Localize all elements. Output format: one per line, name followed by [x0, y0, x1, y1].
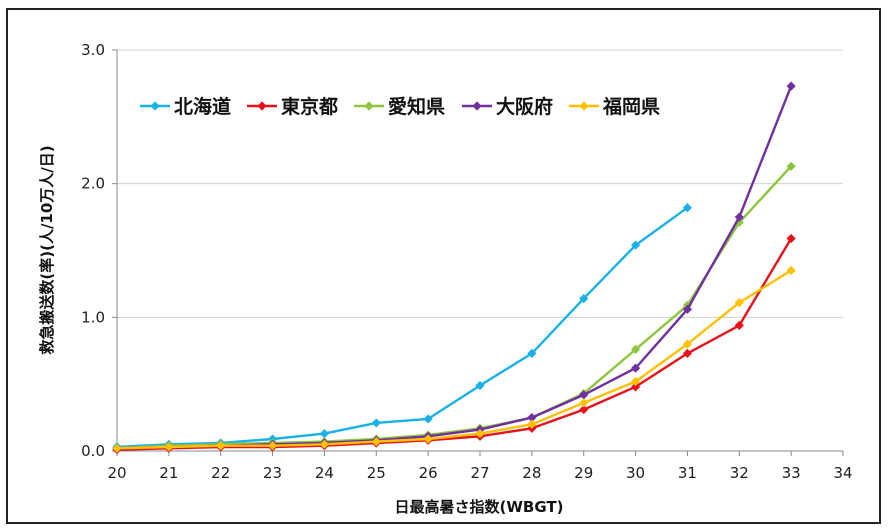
y-tick-labels: 0.0 1.0 2.0 3.0	[81, 41, 105, 460]
data-point	[682, 203, 693, 213]
y-tick-label: 1.0	[81, 308, 105, 326]
data-point	[786, 161, 796, 171]
data-point	[630, 240, 641, 250]
legend-label: 福岡県	[602, 95, 660, 118]
data-point	[319, 439, 330, 449]
x-tick-label: 22	[211, 464, 230, 482]
data-point	[371, 437, 381, 447]
legend: 北海道 東京都 愛知県 大阪府 福岡県	[140, 95, 660, 118]
series-line-2	[116, 165, 792, 450]
y-tick-label: 0.0	[81, 442, 105, 460]
data-point	[630, 382, 641, 392]
data-point	[267, 441, 278, 451]
data-point	[475, 429, 485, 439]
series-line-1	[116, 237, 793, 451]
series-line-3	[116, 85, 793, 450]
x-tick-label: 31	[678, 464, 697, 482]
x-tick-label: 28	[522, 464, 541, 482]
legend-label: 東京都	[281, 95, 338, 118]
legend-marker	[364, 101, 374, 111]
x-tick-label: 26	[419, 464, 438, 482]
data-point	[630, 344, 641, 355]
data-point	[475, 380, 485, 391]
y-tick-label: 3.0	[81, 41, 105, 59]
data-point	[786, 81, 796, 91]
data-point	[734, 298, 744, 308]
x-tick-label: 34	[833, 464, 852, 482]
legend-label: 愛知県	[388, 95, 445, 118]
legend-marker	[150, 101, 160, 111]
data-point	[630, 363, 641, 373]
series-line-0	[116, 206, 689, 449]
data-point	[630, 376, 641, 387]
data-point	[579, 294, 589, 304]
data-point	[527, 412, 537, 423]
gridlines	[117, 49, 843, 318]
data-point	[527, 419, 537, 429]
data-point	[682, 339, 693, 349]
x-tick-label: 33	[782, 464, 801, 482]
data-point	[682, 348, 693, 359]
data-point	[423, 414, 433, 424]
y-tick-label: 2.0	[81, 175, 105, 193]
x-tick-labels: 20 21 22 23 24 25 26 27 28 29 30 31 32 33 34	[107, 464, 852, 482]
x-tick-label: 21	[159, 464, 178, 482]
x-tick-label: 29	[574, 464, 593, 482]
x-tick-label: 25	[367, 464, 386, 482]
y-axis-title: 救急搬送数(率)(人/10万人/日)	[38, 145, 56, 354]
data-point	[786, 233, 796, 244]
data-point	[734, 320, 744, 330]
legend-marker	[579, 101, 589, 111]
data-point	[682, 304, 693, 314]
data-point	[786, 265, 796, 276]
data-point	[164, 442, 174, 452]
legend-marker	[257, 101, 267, 111]
data-point	[216, 441, 226, 451]
legend-label: 大阪府	[496, 95, 553, 118]
x-axis-title: 日最高暑さ指数(WBGT)	[395, 498, 564, 516]
series-lines	[112, 81, 796, 455]
data-point	[527, 348, 537, 359]
legend-label: 北海道	[174, 95, 231, 118]
x-tick-label: 32	[730, 464, 749, 482]
data-point	[319, 429, 330, 439]
x-tick-label: 30	[626, 464, 645, 482]
data-point	[371, 418, 381, 428]
x-tick-label: 23	[263, 464, 282, 482]
data-point	[579, 398, 589, 408]
series-line-4	[116, 269, 792, 450]
x-tick-label: 20	[107, 464, 126, 482]
data-point	[579, 390, 589, 400]
x-tick-label: 24	[315, 464, 334, 482]
data-point	[734, 212, 744, 222]
x-tick-label: 27	[470, 464, 489, 482]
data-point	[423, 434, 433, 444]
data-point	[579, 404, 589, 415]
legend-marker	[472, 101, 482, 111]
data-point	[112, 443, 122, 453]
